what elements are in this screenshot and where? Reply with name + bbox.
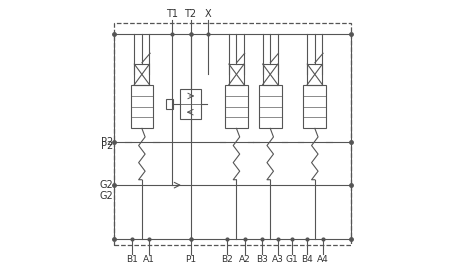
Text: T1: T1	[166, 9, 178, 19]
Text: T2: T2	[184, 9, 197, 19]
Text: A2: A2	[239, 256, 251, 264]
Text: A1: A1	[143, 256, 154, 264]
Bar	[114, 23, 351, 245]
Text: B3: B3	[256, 256, 268, 264]
Text: A4: A4	[317, 256, 329, 264]
Bar	[259, 85, 281, 128]
Text: B1: B1	[127, 256, 138, 264]
Text: G2: G2	[100, 191, 114, 201]
Bar	[303, 85, 326, 128]
Bar	[225, 85, 248, 128]
Text: P1: P1	[185, 256, 196, 264]
Text: B2: B2	[221, 256, 233, 264]
Bar	[307, 64, 322, 85]
Text: G1: G1	[286, 256, 298, 264]
Bar	[229, 64, 244, 85]
Bar	[166, 99, 173, 109]
Text: P2: P2	[101, 137, 113, 147]
Bar	[134, 64, 149, 85]
Text: X: X	[205, 9, 212, 19]
Text: A3: A3	[272, 256, 284, 264]
Bar	[263, 64, 278, 85]
Text: B4: B4	[301, 256, 313, 264]
Text: G2: G2	[100, 180, 114, 190]
Bar	[180, 89, 201, 119]
Text: P2: P2	[101, 141, 113, 151]
Bar	[131, 85, 153, 128]
